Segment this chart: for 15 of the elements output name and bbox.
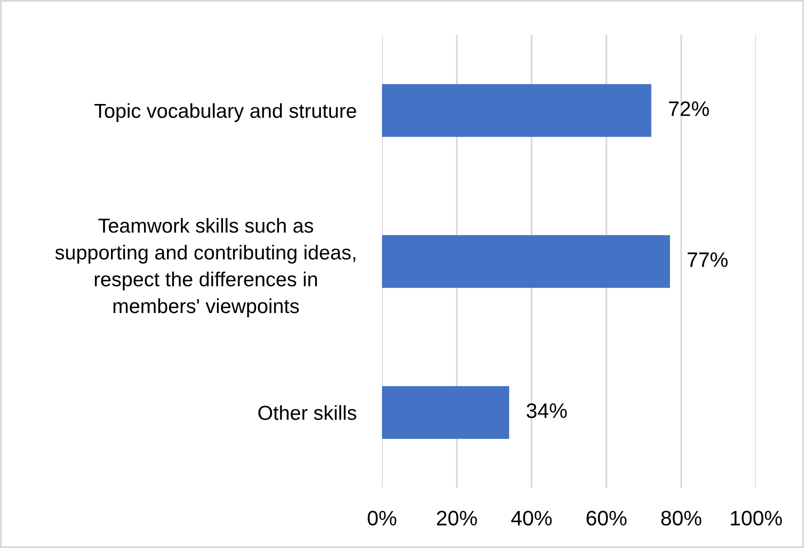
x-tick-label: 100% <box>730 510 782 526</box>
x-tick-label: 60% <box>586 510 627 526</box>
bar <box>382 386 510 439</box>
bar <box>382 84 652 137</box>
bar <box>382 235 670 288</box>
x-tick-label: 20% <box>437 510 477 526</box>
y-tick-label: Other skills <box>258 405 356 420</box>
y-tick-label: Topic vocabulary and struture <box>94 103 356 122</box>
x-tick-label: 80% <box>661 510 702 526</box>
y-tick-label: Teamwork skills such as supporting and contributing ideas, respect the differences in members' viewpoints <box>55 218 356 318</box>
x-tick-label: 0% <box>368 510 396 526</box>
data-label: 77% <box>688 252 728 268</box>
data-label: 72% <box>669 101 709 116</box>
x-tick-label: 40% <box>511 510 552 526</box>
data-label: 34% <box>526 403 567 418</box>
